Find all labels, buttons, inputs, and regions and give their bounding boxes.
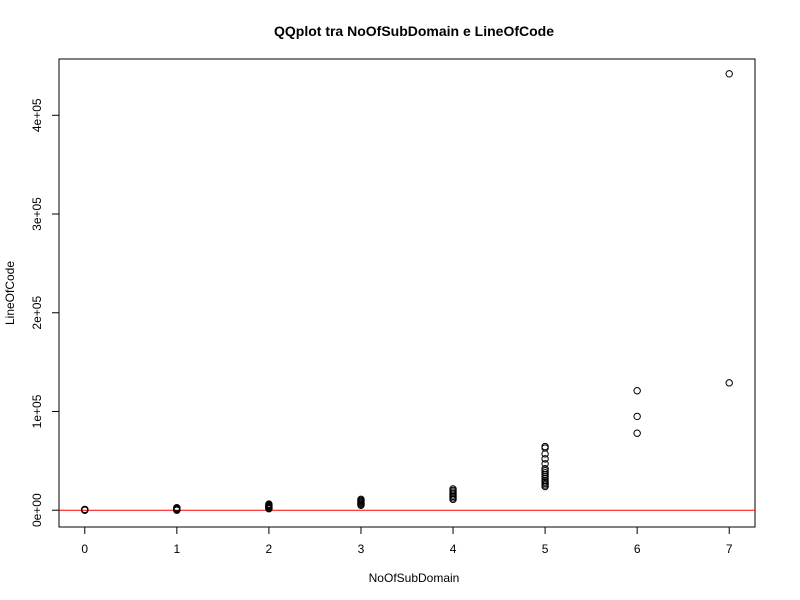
data-point	[449, 485, 457, 493]
data-point	[633, 429, 641, 437]
x-tick-label: 7	[726, 542, 733, 556]
points-layer	[81, 70, 733, 514]
data-point	[633, 412, 641, 421]
data-point	[265, 500, 273, 508]
data-point	[541, 468, 549, 477]
data-point	[541, 442, 549, 451]
x-tick-label: 5	[542, 542, 549, 556]
y-tick-label: 2e+05	[30, 296, 44, 330]
y-axis-label: LineOfCode	[3, 261, 17, 325]
data-point	[725, 379, 733, 387]
data-point	[541, 467, 549, 475]
x-axis-label: NoOfSubDomain	[369, 571, 460, 585]
y-tick-label: 3e+05	[30, 197, 44, 231]
x-tick-label: 2	[266, 542, 273, 556]
y-tick-label: 4e+05	[30, 98, 44, 132]
x-axis: 0 1 2 3 4 5 6 7	[81, 526, 733, 556]
data-point	[541, 455, 549, 463]
y-axis: 0e+00 1e+05 2e+05 3e+05 4e+05	[30, 98, 60, 527]
plot-area-frame	[58, 58, 756, 528]
y-tick-label: 0e+00	[30, 493, 44, 527]
x-tick-label: 3	[358, 542, 365, 556]
x-tick-label: 1	[173, 542, 180, 556]
data-point	[173, 504, 181, 512]
x-tick-label: 0	[81, 542, 88, 556]
data-point	[633, 387, 641, 395]
x-tick-label: 4	[450, 542, 457, 556]
data-point	[541, 465, 549, 473]
data-point	[541, 460, 549, 468]
x-tick-label: 6	[634, 542, 641, 556]
chart-title: QQplot tra NoOfSubDomain e LineOfCode	[274, 23, 554, 39]
data-point	[357, 495, 365, 504]
y-tick-label: 1e+05	[30, 394, 44, 428]
data-point	[81, 505, 89, 514]
data-point	[725, 70, 733, 78]
